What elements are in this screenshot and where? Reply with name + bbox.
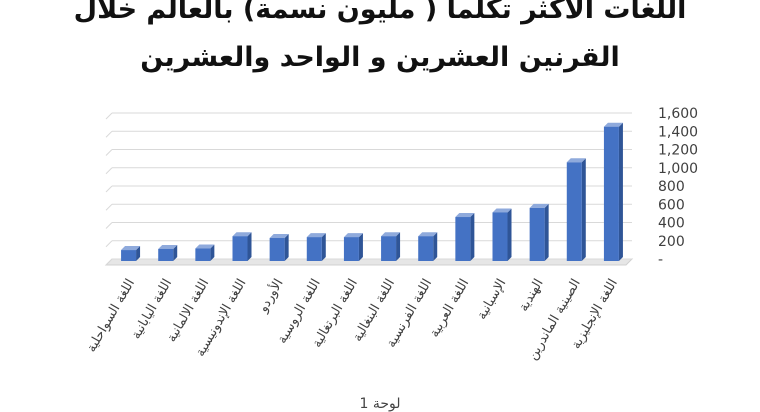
gridline-side: [105, 258, 113, 266]
bar: [232, 232, 252, 261]
bar-top: [121, 246, 141, 251]
bar: [492, 208, 512, 261]
bar-top: [381, 232, 401, 237]
bar-side: [284, 234, 289, 261]
bar: [343, 233, 363, 261]
y-tick-label: 800: [658, 179, 685, 195]
bar-side: [396, 232, 401, 261]
y-tick-label: 1,600: [658, 106, 698, 122]
bar-front: [529, 207, 545, 261]
bar-front: [269, 238, 285, 261]
bar-front: [381, 236, 397, 261]
bar-top: [269, 234, 289, 239]
gridline-side: [105, 222, 113, 229]
bar-front: [603, 126, 619, 261]
x-tick-label: اللغة السواحلية: [84, 277, 138, 356]
bar-side: [210, 244, 215, 261]
bar: [418, 232, 438, 261]
bar-side: [618, 122, 623, 261]
bar-front: [121, 250, 137, 261]
bar-top: [418, 232, 438, 237]
bar: [455, 213, 475, 261]
bar-top: [343, 233, 363, 238]
bar-top: [603, 122, 623, 127]
bar-side: [470, 213, 475, 261]
bar-top: [232, 232, 252, 237]
plot-floor: [104, 258, 634, 266]
gridline-side: [105, 185, 113, 193]
bar-front: [418, 236, 434, 261]
bar: [158, 244, 178, 261]
bar-top: [566, 158, 586, 163]
x-tick-label: الأوردو: [254, 276, 287, 316]
bar: [269, 234, 289, 261]
bar-side: [136, 246, 141, 261]
y-tick-label: 600: [658, 197, 685, 213]
bar-side: [247, 232, 252, 261]
bar-side: [433, 232, 438, 261]
bar-top: [455, 213, 475, 218]
chart-title: اللغات الأكثر تكلماً ( مليون نسمة) بالعا…: [0, 0, 760, 82]
y-tick-label: 1,400: [658, 124, 698, 140]
bar-top: [195, 244, 215, 249]
gridline-side: [105, 112, 113, 120]
bar-front: [158, 248, 174, 261]
gridline-side: [105, 149, 113, 156]
y-tick-label: 1,000: [658, 161, 698, 177]
bar-top: [529, 203, 549, 208]
bar: [566, 158, 586, 261]
x-tick-label: الهندية: [516, 277, 546, 315]
bar: [603, 122, 623, 261]
bar-front: [492, 212, 508, 261]
chart-title-line-2: القرنين العشرين و الواحد والعشرين: [140, 42, 620, 73]
chart-title-line-1: اللغات الأكثر تكلماً ( مليون نسمة) بالعا…: [73, 0, 687, 25]
bar-front: [306, 237, 322, 261]
bar-front: [195, 248, 211, 261]
y-tick-label: 1,200: [658, 143, 698, 159]
gridline-side: [105, 203, 113, 211]
bar: [195, 244, 215, 261]
bar-top: [492, 208, 512, 213]
bar-front: [232, 236, 248, 261]
bar: [306, 233, 326, 261]
y-tick-label: -: [658, 252, 663, 268]
gridline-side: [105, 240, 113, 248]
bar-side: [321, 233, 326, 261]
bar-front: [343, 237, 359, 261]
bar-side: [581, 158, 586, 261]
bar: [121, 246, 141, 261]
bar: [529, 203, 549, 261]
x-tick-label: الإسبانية: [474, 277, 509, 323]
y-tick-label: 400: [658, 216, 685, 232]
bar-front: [455, 217, 471, 261]
bar-side: [173, 244, 178, 261]
bar-side: [358, 233, 363, 261]
y-tick-label: 200: [658, 234, 685, 250]
bar: [381, 232, 401, 261]
bar-side: [507, 208, 512, 261]
bar-top: [158, 244, 178, 249]
bar-side: [544, 203, 549, 261]
gridline-side: [105, 167, 113, 175]
bar-top: [306, 233, 326, 238]
figure-caption: لوحة 1: [359, 396, 401, 412]
gridline-side: [105, 130, 113, 138]
bar-front: [566, 162, 582, 261]
